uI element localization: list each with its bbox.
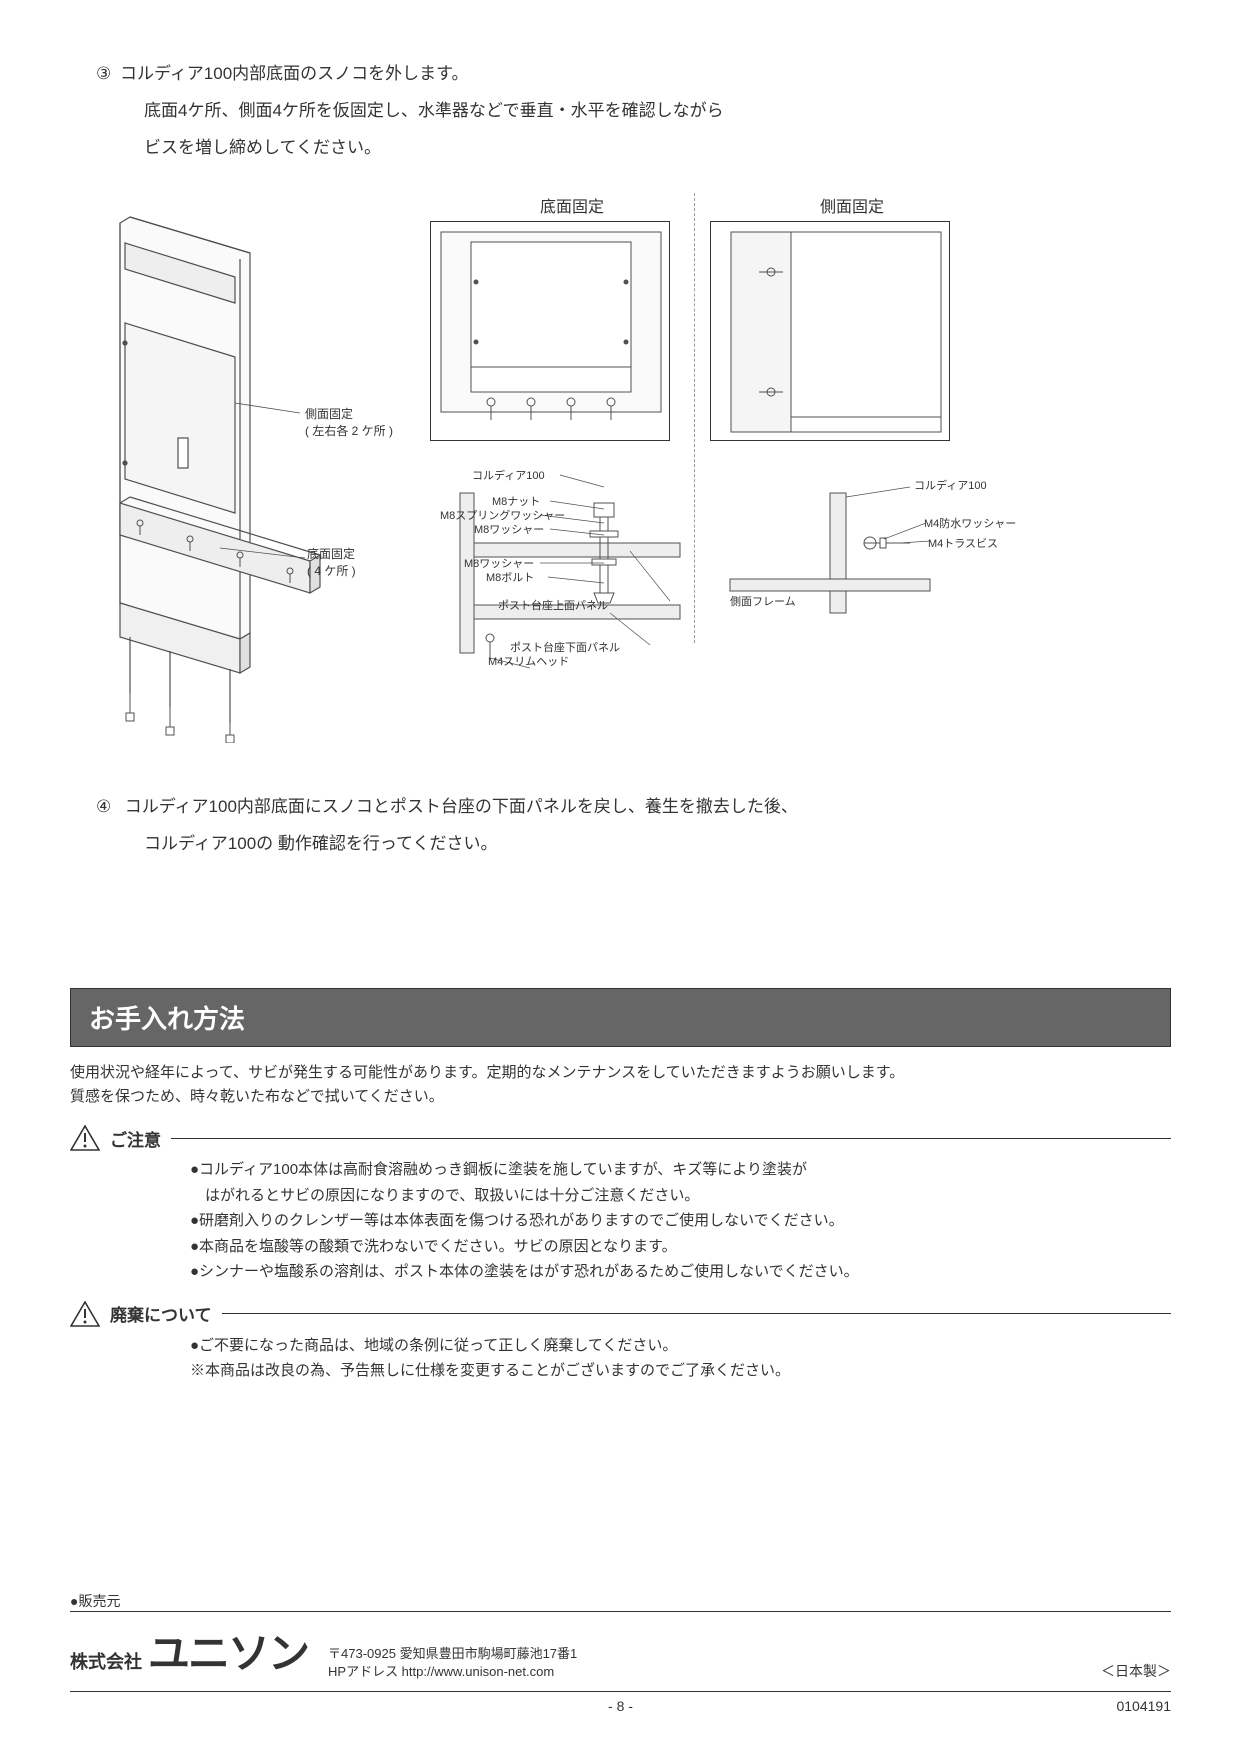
label-m4-truss: M4トラスビス [928,535,998,551]
footer: ●販売元 株式会社 ユニソン 〒473-0925 愛知県豊田市駒場町藤池17番1… [70,1591,1171,1714]
label-cordia100-r: コルディア100 [914,477,987,493]
diagram-separator [694,193,695,643]
step4-line2: コルディア100の 動作確認を行ってください。 [70,830,1171,859]
side-fix-title: 側面固定 [742,193,962,217]
side-fix-callout: 側面固定 ( 左右各 2 ケ所 ) [305,405,393,439]
step4-line1: コルディア100内部底面にスノコとポスト台座の下面パネルを戻し、養生を撤去した後… [125,797,798,816]
company: 株式会社 ユニソン [70,1620,308,1681]
caution-rule [171,1138,1171,1139]
hp-line: HPアドレス http://www.unison-net.com [328,1663,577,1681]
warning-icon [70,1125,100,1151]
vendor-label: ●販売元 [70,1591,1171,1611]
label-side-frame: 側面フレーム [730,593,796,609]
care-body-line2: 質感を保つため、時々乾いた布などで拭いてください。 [70,1085,1171,1109]
care-body-line1: 使用状況や経年によって、サビが発生する可能性があります。定期的なメンテナンスをし… [70,1061,1171,1085]
step3-text: ③コルディア100内部底面のスノコを外します。 底面4ケ所、側面4ケ所を仮固定し… [70,60,1171,163]
label-cordia100: コルディア100 [472,467,545,483]
disposal-b2: ※本商品は改良の為、予告無しに仕様を変更することがございますのでご了承ください。 [190,1358,1171,1384]
caution-b1a: ●コルディア100本体は高耐食溶融めっき鋼板に塗装を施していますが、キズ等により… [190,1157,1171,1183]
company-logo: ユニソン [148,1620,308,1681]
bottom-fix-title: 底面固定 [462,193,682,217]
caution-b2: ●研磨剤入りのクレンザー等は本体表面を傷つける恐れがありますのでご使用しないでく… [190,1208,1171,1234]
label-m4-slim: M4スリムヘッド [488,653,569,669]
address-line: 〒473-0925 愛知県豊田市駒場町藤池17番1 [328,1645,577,1663]
side-fix-detail [710,221,950,441]
made-in: ＜日本製＞ [1101,1661,1171,1681]
disposal-body: ●ご不要になった商品は、地域の条例に従って正しく廃棄してください。 ※本商品は改… [70,1333,1171,1384]
care-body: 使用状況や経年によって、サビが発生する可能性があります。定期的なメンテナンスをし… [70,1061,1171,1109]
step4-text: ④ コルディア100内部底面にスノコとポスト台座の下面パネルを戻し、養生を撤去し… [70,793,1171,859]
label-m4-bousui: M4防水ワッシャー [924,515,1016,531]
bottom-fix-callout: 底面固定 ( 4 ケ所 ) [307,545,356,579]
caution-title: ご注意 [110,1126,161,1151]
page-number: - 8 - [608,1698,633,1714]
disposal-row: 廃棄について [70,1301,1171,1327]
step3-line3: ビスを増し締めしてください。 [70,134,1171,163]
label-post-top: ポスト台座上面パネル [498,597,608,613]
step3-line2: 底面4ケ所、側面4ケ所を仮固定し、水準器などで垂直・水平を確認しながら [70,97,1171,126]
label-m8-washer: M8ワッシャー [474,521,544,537]
company-address: 〒473-0925 愛知県豊田市駒場町藤池17番1 HPアドレス http://… [328,1645,577,1681]
disposal-b1: ●ご不要になった商品は、地域の条例に従って正しく廃棄してください。 [190,1333,1171,1359]
care-header: お手入れ方法 [70,988,1171,1047]
doc-code: 0104191 [1116,1698,1171,1714]
step3-line1: コルディア100内部底面のスノコを外します。 [120,64,468,83]
diagram-area: 底面固定 側面固定 [70,193,1171,753]
disposal-title: 廃棄について [110,1301,212,1326]
caution-row: ご注意 [70,1125,1171,1151]
bottom-fix-detail [430,221,670,441]
caution-b1b: はがれるとサビの原因になりますので、取扱いには十分ご注意ください。 [190,1183,1171,1209]
warning-icon [70,1301,100,1327]
disposal-rule [222,1313,1172,1314]
caution-b3: ●本商品を塩酸等の酸類で洗わないでください。サビの原因となります。 [190,1234,1171,1260]
label-m8-bolt: M8ボルト [486,569,534,585]
caution-body: ●コルディア100本体は高耐食溶融めっき鋼板に塗装を施していますが、キズ等により… [70,1157,1171,1285]
cabinet-iso-diagram [70,203,370,743]
company-prefix: 株式会社 [70,1648,142,1674]
caution-b4: ●シンナーや塩酸系の溶剤は、ポスト本体の塗装をはがす恐れがあるためご使用しないで… [190,1259,1171,1285]
